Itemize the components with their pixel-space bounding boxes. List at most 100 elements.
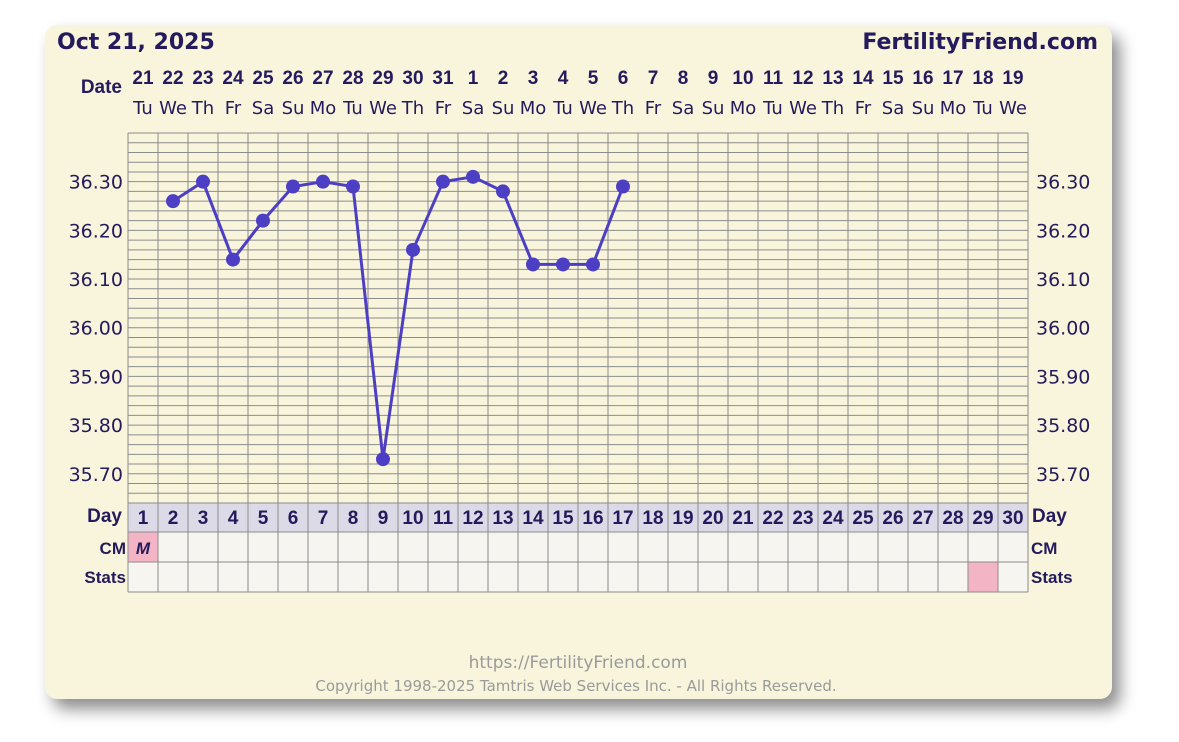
weekday-label: Fr: [855, 98, 872, 119]
temperature-point[interactable]: [406, 242, 420, 257]
bottom-table: [127, 502, 1029, 593]
date-label: 26: [282, 68, 303, 89]
date-label: 7: [648, 68, 659, 89]
day-number: 22: [762, 508, 783, 529]
temperature-point[interactable]: [436, 174, 450, 189]
day-number: 17: [612, 508, 633, 529]
weekday-label: Tu: [762, 98, 783, 119]
date-label: 10: [732, 68, 753, 89]
weekday-label: Th: [821, 98, 844, 119]
weekday-label: Fr: [225, 98, 242, 119]
temperature-point[interactable]: [526, 257, 540, 272]
weekday-label: Tu: [132, 98, 153, 119]
date-label: 12: [792, 68, 813, 89]
day-number: 26: [882, 508, 903, 529]
date-label: 6: [618, 68, 629, 89]
temperature-point[interactable]: [586, 257, 600, 272]
day-number: 23: [792, 508, 813, 529]
weekday-label: Su: [492, 98, 515, 119]
y-tick-label-left: 36.00: [69, 318, 123, 340]
temperature-point[interactable]: [346, 179, 360, 194]
day-number: 3: [198, 508, 209, 529]
date-label: 5: [588, 68, 599, 89]
day-number: 9: [378, 508, 389, 529]
stats-row-label-right: Stats: [1031, 568, 1073, 587]
footer-url[interactable]: https://FertilityFriend.com: [469, 653, 688, 673]
day-number: 5: [258, 508, 269, 529]
y-tick-label-right: 35.80: [1036, 415, 1090, 437]
temperature-point[interactable]: [166, 194, 180, 209]
footer-copyright: Copyright 1998-2025 Tamtris Web Services…: [315, 677, 836, 695]
day-number: 28: [942, 508, 963, 529]
day-number: 11: [433, 508, 454, 529]
date-label: 18: [972, 68, 993, 89]
date-label: 17: [942, 68, 963, 89]
y-tick-label-right: 35.70: [1036, 464, 1090, 486]
temperature-point[interactable]: [466, 169, 480, 184]
temperature-point[interactable]: [286, 179, 300, 194]
day-number: 20: [702, 508, 723, 529]
day-row-label-right: Day: [1032, 506, 1067, 527]
weekday-label: Sa: [882, 98, 904, 119]
date-label: 16: [912, 68, 933, 89]
day-number: 21: [732, 508, 754, 529]
weekday-label: Su: [702, 98, 725, 119]
temperature-point[interactable]: [616, 179, 630, 194]
weekday-label: Mo: [940, 98, 967, 119]
weekday-label: Mo: [730, 98, 757, 119]
weekday-label: Su: [912, 98, 935, 119]
chart-labels: 21Tu1M22We223Th324Fr425Sa526Su627Mo728Tu…: [69, 68, 1091, 558]
temperature-point[interactable]: [256, 213, 270, 228]
temperature-series: [166, 169, 630, 467]
y-tick-label-right: 36.30: [1036, 172, 1090, 194]
weekday-label: We: [999, 98, 1027, 119]
weekday-label: Su: [282, 98, 305, 119]
weekday-label: Mo: [520, 98, 547, 119]
temperature-point[interactable]: [316, 174, 330, 189]
date-label: 1: [468, 68, 479, 89]
y-tick-label-right: 35.90: [1036, 366, 1090, 388]
weekday-label: Th: [191, 98, 214, 119]
weekday-label: We: [789, 98, 817, 119]
day-number: 6: [288, 508, 299, 529]
day-number: 2: [168, 508, 179, 529]
weekday-label: Sa: [672, 98, 694, 119]
chart-card: Oct 21, 2025 FertilityFriend.com Date 21…: [45, 25, 1112, 699]
day-number: 29: [972, 508, 993, 529]
date-label: 15: [882, 68, 904, 89]
temperature-point[interactable]: [196, 174, 210, 189]
date-label: 21: [132, 68, 154, 89]
weekday-label: Mo: [310, 98, 337, 119]
date-label: 24: [222, 68, 244, 89]
brand-title: FertilityFriend.com: [862, 30, 1098, 55]
day-number: 16: [582, 508, 603, 529]
date-label: 28: [342, 68, 363, 89]
weekday-label: Fr: [645, 98, 662, 119]
fertility-chart: Oct 21, 2025 FertilityFriend.com Date 21…: [57, 30, 1098, 695]
cm-row-label-right: CM: [1031, 539, 1057, 558]
temperature-point[interactable]: [556, 257, 570, 272]
stats-row-label-left: Stats: [84, 568, 126, 587]
temperature-point[interactable]: [226, 252, 240, 267]
date-label: 30: [402, 68, 423, 89]
date-label: 13: [822, 68, 843, 89]
weekday-label: We: [369, 98, 397, 119]
temperature-point[interactable]: [496, 184, 510, 199]
date-label: 25: [252, 68, 274, 89]
weekday-label: Th: [611, 98, 634, 119]
day-number: 1: [138, 508, 149, 529]
day-number: 24: [822, 508, 844, 529]
y-tick-label-left: 35.90: [69, 366, 123, 388]
date-label: 31: [432, 68, 454, 89]
y-tick-label-left: 36.20: [69, 220, 123, 242]
y-tick-label-left: 36.10: [69, 269, 123, 291]
date-label: 23: [192, 68, 213, 89]
date-label: 14: [852, 68, 874, 89]
weekday-label: Th: [401, 98, 424, 119]
stats-highlight-cell: [968, 562, 998, 592]
temperature-point[interactable]: [376, 452, 390, 467]
y-tick-label-left: 35.70: [69, 464, 123, 486]
day-number: 8: [348, 508, 359, 529]
cm-highlight-cell: [128, 532, 158, 562]
date-label: 19: [1002, 68, 1023, 89]
